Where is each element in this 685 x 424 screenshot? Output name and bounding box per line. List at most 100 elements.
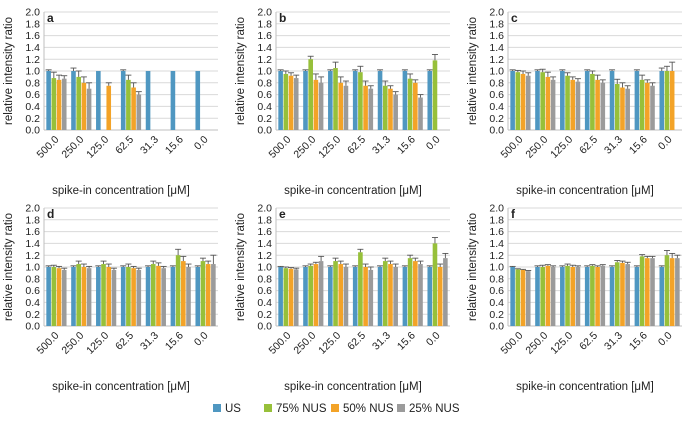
x-tick-label: 250.0 <box>523 330 550 357</box>
bar <box>333 261 338 326</box>
panel-label: c <box>511 11 518 25</box>
bar <box>181 261 186 326</box>
x-tick-label: 125.0 <box>84 330 111 357</box>
bar <box>61 78 67 130</box>
panel-d: 0.00.20.40.60.81.01.21.41.61.82.0500.025… <box>3 203 218 393</box>
x-tick-label: 0.0 <box>192 330 211 349</box>
bar <box>328 71 333 130</box>
y-tick-label: 0.8 <box>25 77 40 89</box>
bar <box>156 265 161 326</box>
bar <box>126 79 131 130</box>
x-tick-label: 500.0 <box>498 330 525 357</box>
bar <box>634 71 640 130</box>
y-tick-label: 1.4 <box>489 42 504 54</box>
bar <box>338 264 344 326</box>
bar <box>382 261 388 326</box>
y-tick-label: 1.8 <box>489 18 504 30</box>
bar <box>413 261 418 326</box>
x-tick-label: 250.0 <box>291 330 318 357</box>
bar <box>620 87 625 130</box>
bar <box>131 268 136 326</box>
bar <box>170 71 176 130</box>
bar <box>56 79 62 130</box>
panel-c: 0.00.20.40.60.81.01.21.41.61.82.0500.025… <box>467 7 682 197</box>
bar <box>645 82 650 130</box>
bar <box>675 258 680 326</box>
x-tick-label: 62.5 <box>113 134 136 157</box>
x-tick-label: 0.0 <box>656 330 675 349</box>
legend-label: 25% NUS <box>409 403 460 415</box>
bar <box>575 81 581 130</box>
y-tick-label: 0.4 <box>25 101 40 113</box>
y-tick-label: 1.6 <box>489 226 504 238</box>
x-tick-label: 31.3 <box>138 134 161 157</box>
bar <box>283 268 289 326</box>
y-tick-label: 1.8 <box>257 18 272 30</box>
bar <box>584 267 590 326</box>
bar <box>600 82 606 130</box>
bar <box>550 267 556 326</box>
panel-a: 0.00.20.40.60.81.01.21.41.61.82.0500.025… <box>3 7 218 197</box>
x-tick-label: 62.5 <box>577 330 600 353</box>
bar <box>620 262 625 326</box>
y-tick-label: 0.8 <box>489 273 504 285</box>
bar <box>515 72 521 130</box>
bar <box>86 88 92 130</box>
x-tick-label: 15.6 <box>163 330 186 353</box>
y-axis-title: relative intensity ratio <box>3 213 15 321</box>
x-tick-label: 62.5 <box>113 330 136 353</box>
bar <box>303 267 308 326</box>
bar <box>664 71 670 130</box>
bar <box>76 76 81 130</box>
bar <box>609 267 615 326</box>
x-tick-label: 0.0 <box>424 330 443 349</box>
y-tick-label: 0.4 <box>257 101 272 113</box>
y-tick-label: 0.0 <box>25 321 40 333</box>
bar <box>600 265 606 326</box>
legend-swatch <box>331 404 339 412</box>
y-tick-label: 1.2 <box>25 250 40 262</box>
y-tick-label: 2.0 <box>489 203 504 215</box>
bar <box>303 71 308 130</box>
x-axis-title: spike-in concentration [μM] <box>516 381 654 393</box>
y-axis-title: relative intensity ratio <box>467 213 479 321</box>
bar <box>427 267 433 326</box>
bar <box>46 71 51 130</box>
x-tick-label: 500.0 <box>266 330 293 357</box>
y-tick-label: 2.0 <box>489 7 504 19</box>
bar <box>560 71 565 130</box>
bar <box>106 267 112 326</box>
y-tick-label: 1.2 <box>489 54 504 66</box>
y-tick-label: 1.2 <box>257 54 272 66</box>
y-tick-label: 1.4 <box>257 238 272 250</box>
y-tick-label: 0.6 <box>489 285 504 297</box>
bar <box>437 267 443 326</box>
legend-label: US <box>225 403 241 415</box>
x-tick-label: 125.0 <box>316 134 343 161</box>
x-tick-label: 250.0 <box>59 330 86 357</box>
bar <box>363 85 368 130</box>
bar <box>278 71 283 130</box>
bar <box>584 71 590 130</box>
bar <box>545 76 551 130</box>
bar <box>664 255 670 326</box>
y-tick-label: 0.2 <box>489 309 504 321</box>
x-tick-label: 62.5 <box>345 330 368 353</box>
y-tick-label: 0.0 <box>489 321 504 333</box>
bar <box>293 78 299 130</box>
bar <box>101 264 106 326</box>
bar <box>393 94 398 130</box>
bar <box>388 264 393 326</box>
x-tick-label: 0.0 <box>656 134 675 153</box>
y-tick-label: 1.0 <box>257 262 272 274</box>
bar <box>407 78 413 130</box>
x-tick-label: 125.0 <box>548 330 575 357</box>
bar <box>96 267 101 326</box>
bar <box>131 87 136 130</box>
y-tick-label: 1.6 <box>257 30 272 42</box>
bar <box>278 267 283 326</box>
bar <box>443 258 448 326</box>
bar <box>570 267 576 326</box>
bar <box>76 264 81 326</box>
x-tick-label: 250.0 <box>59 134 86 161</box>
